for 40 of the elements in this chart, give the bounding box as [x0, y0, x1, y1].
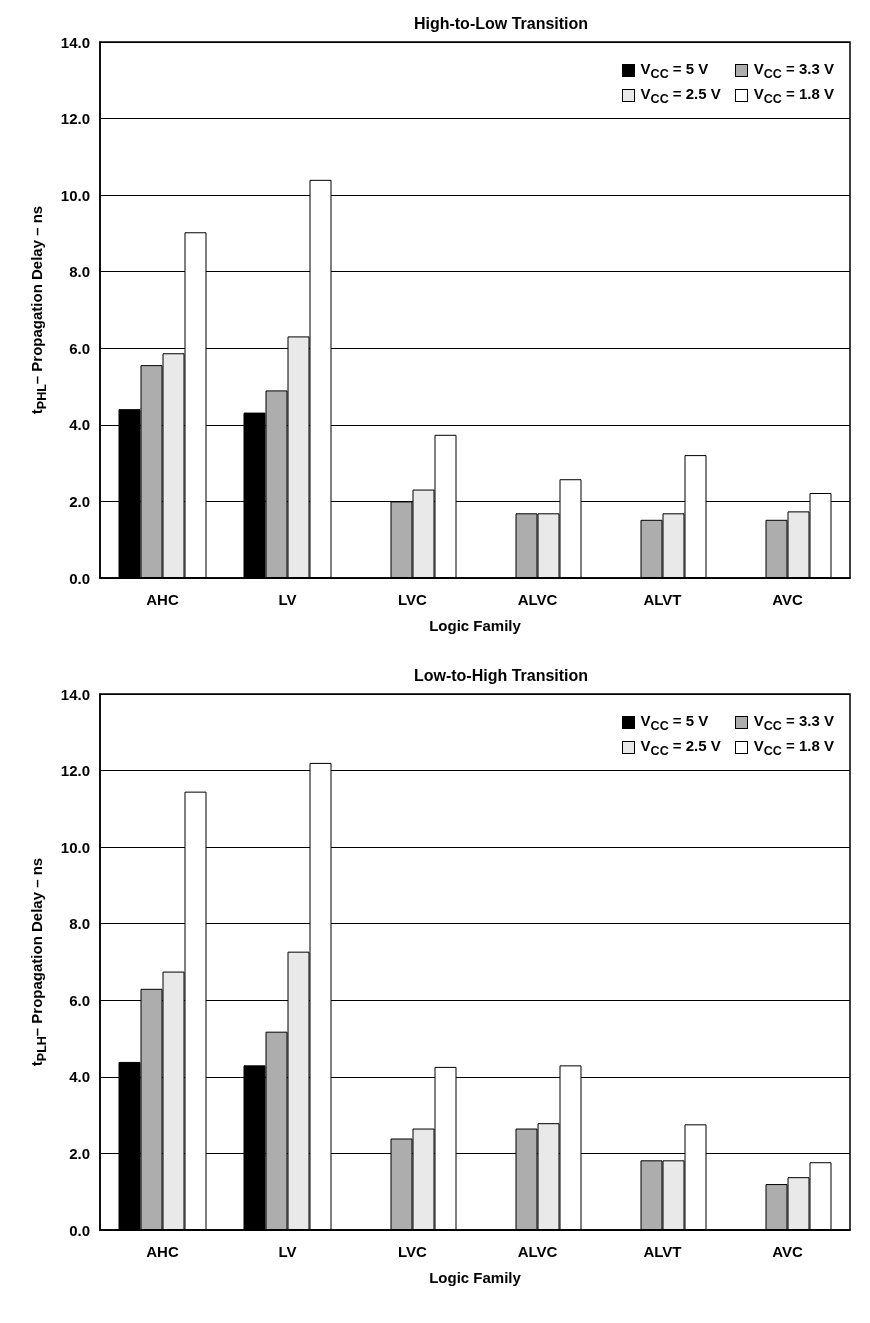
legend-label: V$_{CC}$ = 1.8 V	[753, 737, 834, 758]
legend-label: V$_{CC}$ = 2.5 V	[640, 737, 721, 758]
y-tick-label: 0.0	[69, 569, 90, 587]
legend-label: V$_{CC}$ = 5 V	[640, 60, 709, 81]
chart-title: High-to-Low Transition	[413, 14, 589, 32]
y-tick-label: 12.0	[60, 110, 90, 128]
x-axis-title: Logic Family	[429, 617, 522, 634]
x-tick-label: LV	[278, 1243, 297, 1260]
chart-title: Low-to-High Transition	[413, 666, 589, 684]
x-tick-label: LV	[278, 591, 297, 608]
x-axis-title: Logic Family	[429, 1269, 522, 1286]
y-tick-label: 8.0	[69, 263, 90, 281]
y-tick-label: 10.0	[60, 186, 90, 204]
y-tick-label: 4.0	[69, 416, 90, 434]
y-tick-label: 6.0	[69, 991, 90, 1009]
y-tick-label: 10.0	[60, 838, 90, 856]
y-tick-label: 4.0	[69, 1068, 90, 1086]
x-tick-label: ALVC	[517, 1243, 558, 1260]
legend-label: V$_{CC}$ = 5 V	[640, 712, 709, 733]
y-tick-label: 0.0	[69, 1221, 90, 1239]
x-tick-label: AVC	[772, 1243, 803, 1260]
x-tick-label: ALVC	[517, 591, 558, 608]
y-tick-label: 12.0	[60, 762, 90, 780]
x-tick-label: LVC	[398, 1243, 428, 1260]
y-tick-label: 8.0	[69, 915, 90, 933]
y-tick-label: 6.0	[69, 339, 90, 357]
legend-label: V$_{CC}$ = 2.5 V	[640, 85, 721, 106]
x-tick-label: AHC	[146, 1243, 179, 1260]
x-tick-label: LVC	[398, 591, 428, 608]
x-tick-label: AHC	[146, 591, 179, 608]
y-tick-label: 14.0	[60, 685, 90, 703]
legend-label: V$_{CC}$ = 1.8 V	[753, 85, 834, 106]
y-tick-label: 2.0	[69, 492, 90, 510]
legend-label: V$_{CC}$ = 3.3 V	[753, 60, 834, 81]
x-tick-label: ALVT	[643, 591, 682, 608]
legend-label: V$_{CC}$ = 3.3 V	[753, 712, 834, 733]
x-tick-label: AVC	[772, 591, 803, 608]
y-tick-label: 2.0	[69, 1144, 90, 1162]
x-tick-label: ALVT	[643, 1243, 682, 1260]
y-tick-label: 14.0	[60, 33, 90, 51]
